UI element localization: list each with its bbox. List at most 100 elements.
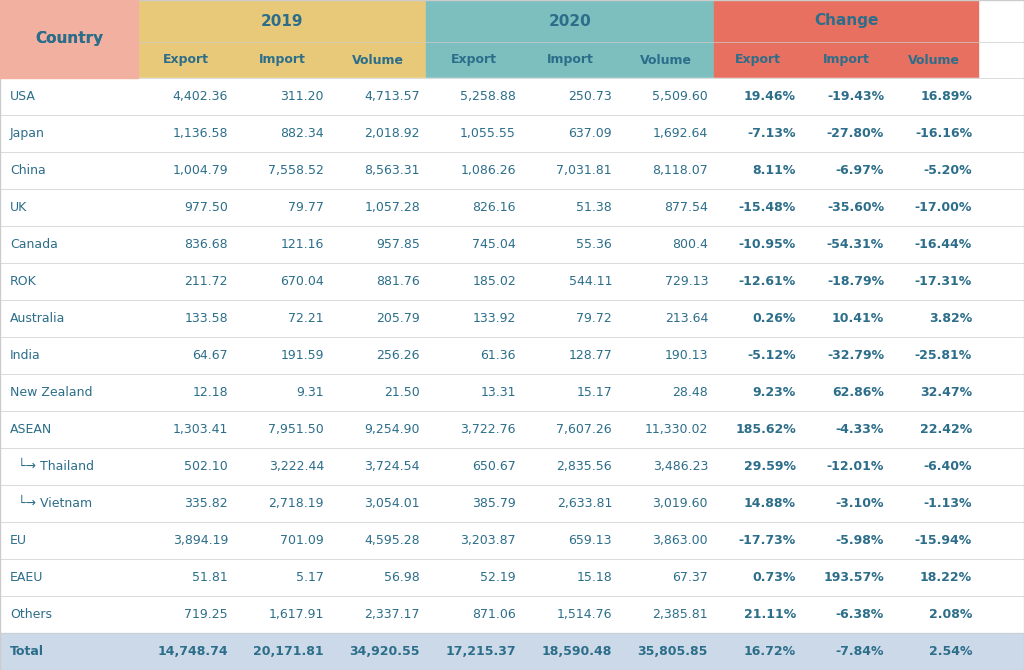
Text: 3,054.01: 3,054.01: [365, 497, 420, 510]
Text: 256.26: 256.26: [377, 349, 420, 362]
Text: 52.19: 52.19: [480, 571, 516, 584]
Text: -7.84%: -7.84%: [836, 645, 884, 658]
Text: -1.13%: -1.13%: [924, 497, 972, 510]
Text: 7,951.50: 7,951.50: [268, 423, 324, 436]
Bar: [426, 42, 714, 78]
Text: 637.09: 637.09: [568, 127, 612, 140]
Text: -17.31%: -17.31%: [914, 275, 972, 288]
Text: -7.13%: -7.13%: [748, 127, 796, 140]
Text: Total: Total: [10, 645, 44, 658]
Text: 8.11%: 8.11%: [753, 164, 796, 177]
Text: Import: Import: [259, 54, 305, 66]
Text: 14.88%: 14.88%: [744, 497, 796, 510]
Text: -16.44%: -16.44%: [914, 238, 972, 251]
Text: 0.73%: 0.73%: [753, 571, 796, 584]
Text: -5.20%: -5.20%: [924, 164, 972, 177]
Bar: [0, 42, 138, 78]
Text: 5,509.60: 5,509.60: [652, 90, 708, 103]
Text: 3,019.60: 3,019.60: [652, 497, 708, 510]
Text: Import: Import: [822, 54, 869, 66]
Text: 1,057.28: 1,057.28: [365, 201, 420, 214]
Text: Japan: Japan: [10, 127, 45, 140]
Text: 3.82%: 3.82%: [929, 312, 972, 325]
Text: 335.82: 335.82: [184, 497, 228, 510]
Text: 745.04: 745.04: [472, 238, 516, 251]
Text: 35,805.85: 35,805.85: [638, 645, 708, 658]
Text: Others: Others: [10, 608, 52, 621]
Text: Volume: Volume: [908, 54, 961, 66]
Text: ROK: ROK: [10, 275, 37, 288]
Text: 29.59%: 29.59%: [744, 460, 796, 473]
Text: 185.02: 185.02: [472, 275, 516, 288]
Text: 67.37: 67.37: [672, 571, 708, 584]
Text: EU: EU: [10, 534, 27, 547]
Text: 72.21: 72.21: [289, 312, 324, 325]
Text: -12.01%: -12.01%: [826, 460, 884, 473]
Text: Country: Country: [35, 13, 103, 29]
Bar: [0, 189, 1024, 226]
Text: 2,337.17: 2,337.17: [365, 608, 420, 621]
Text: 28.48: 28.48: [672, 386, 708, 399]
Text: 51.38: 51.38: [577, 201, 612, 214]
Bar: [0, 411, 1024, 448]
Text: 1,514.76: 1,514.76: [556, 608, 612, 621]
Text: 3,203.87: 3,203.87: [461, 534, 516, 547]
Text: New Zealand: New Zealand: [10, 386, 92, 399]
Text: 185.62%: 185.62%: [735, 423, 796, 436]
Text: -3.10%: -3.10%: [836, 497, 884, 510]
Text: 3,863.00: 3,863.00: [652, 534, 708, 547]
Text: └→ Vietnam: └→ Vietnam: [18, 497, 92, 510]
Text: -18.79%: -18.79%: [826, 275, 884, 288]
Text: 2,018.92: 2,018.92: [365, 127, 420, 140]
Text: Canada: Canada: [10, 238, 58, 251]
Text: 659.13: 659.13: [568, 534, 612, 547]
Text: 56.98: 56.98: [384, 571, 420, 584]
Text: 719.25: 719.25: [184, 608, 228, 621]
Text: Change: Change: [814, 13, 879, 29]
Text: Export: Export: [163, 54, 209, 66]
Text: 1,055.55: 1,055.55: [460, 127, 516, 140]
Text: 34,920.55: 34,920.55: [349, 645, 420, 658]
Text: -35.60%: -35.60%: [826, 201, 884, 214]
Bar: [0, 485, 1024, 522]
Text: 250.73: 250.73: [568, 90, 612, 103]
Bar: [0, 448, 1024, 485]
Text: 1,136.58: 1,136.58: [172, 127, 228, 140]
Text: -25.81%: -25.81%: [914, 349, 972, 362]
Text: 877.54: 877.54: [665, 201, 708, 214]
Text: 8,563.31: 8,563.31: [365, 164, 420, 177]
Text: 311.20: 311.20: [281, 90, 324, 103]
Text: 2.54%: 2.54%: [929, 645, 972, 658]
Text: 20,171.81: 20,171.81: [253, 645, 324, 658]
Bar: [0, 152, 1024, 189]
Text: -16.16%: -16.16%: [914, 127, 972, 140]
Bar: [0, 42, 138, 78]
Text: -5.98%: -5.98%: [836, 534, 884, 547]
Text: 16.72%: 16.72%: [743, 645, 796, 658]
Text: 62.86%: 62.86%: [833, 386, 884, 399]
Text: 871.06: 871.06: [472, 608, 516, 621]
Bar: [0, 0, 138, 42]
Text: 1,617.91: 1,617.91: [268, 608, 324, 621]
Bar: [0, 300, 1024, 337]
Text: -54.31%: -54.31%: [826, 238, 884, 251]
Text: 4,595.28: 4,595.28: [365, 534, 420, 547]
Text: 544.11: 544.11: [568, 275, 612, 288]
Text: 3,486.23: 3,486.23: [652, 460, 708, 473]
Text: -12.61%: -12.61%: [738, 275, 796, 288]
Text: Export: Export: [735, 54, 781, 66]
Text: 9.23%: 9.23%: [753, 386, 796, 399]
Text: 21.50: 21.50: [384, 386, 420, 399]
Text: -19.43%: -19.43%: [826, 90, 884, 103]
Text: -27.80%: -27.80%: [826, 127, 884, 140]
Text: 4,402.36: 4,402.36: [173, 90, 228, 103]
Text: -5.12%: -5.12%: [748, 349, 796, 362]
Text: 2,718.19: 2,718.19: [268, 497, 324, 510]
Text: Volume: Volume: [640, 54, 692, 66]
Text: 670.04: 670.04: [281, 275, 324, 288]
Text: 121.16: 121.16: [281, 238, 324, 251]
Text: 213.64: 213.64: [665, 312, 708, 325]
Text: 133.58: 133.58: [184, 312, 228, 325]
Bar: [0, 78, 1024, 115]
Text: 1,303.41: 1,303.41: [173, 423, 228, 436]
